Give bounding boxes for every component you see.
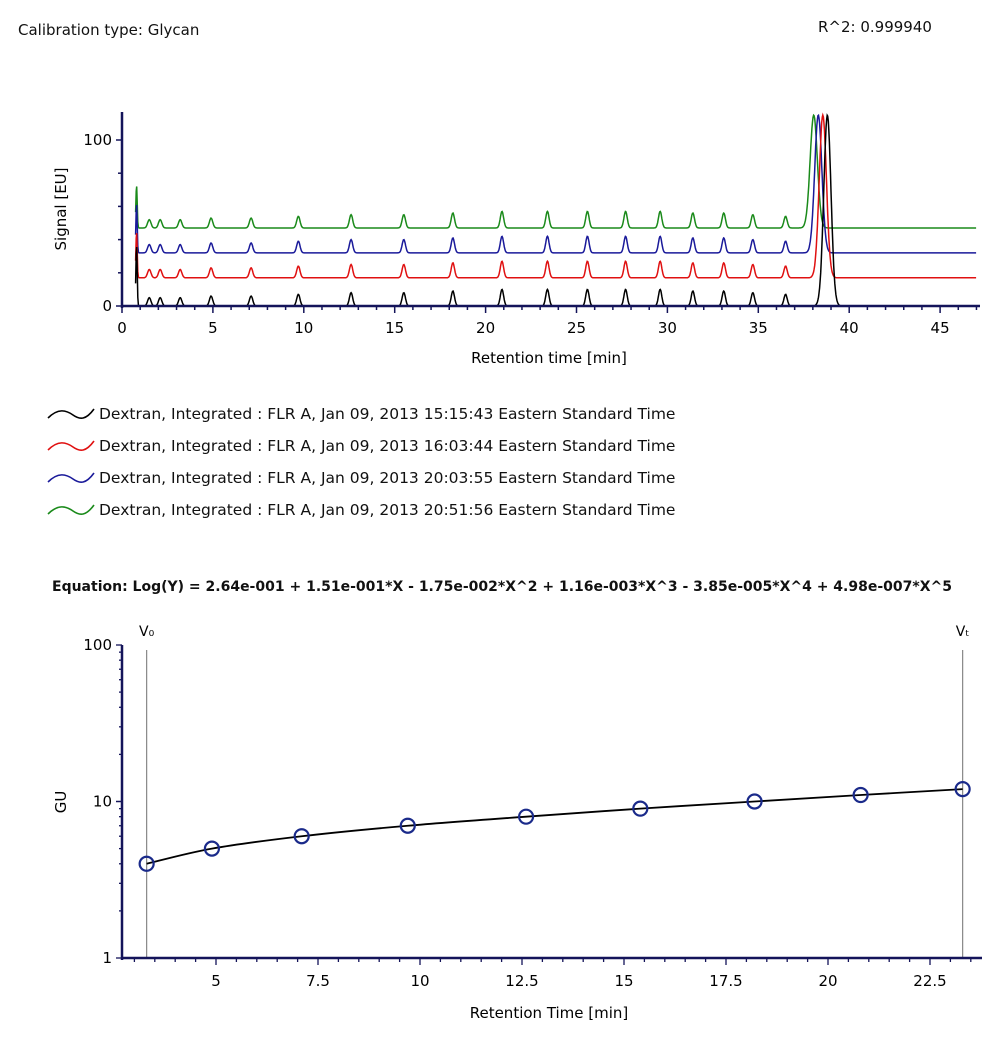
y-tick-label: 0 <box>102 297 112 315</box>
x-tick-label: 25 <box>567 319 586 337</box>
x-tick-label: 7.5 <box>306 972 330 990</box>
bottom-x-label: Retention Time [min] <box>470 1004 629 1022</box>
trace-line <box>134 113 977 254</box>
legend-label: Dextran, Integrated : FLR A, Jan 09, 201… <box>99 405 676 423</box>
x-tick-label: 45 <box>931 319 950 337</box>
bottom-y-label: GU <box>52 791 70 814</box>
y-tick-label: 1 <box>102 949 112 967</box>
data-point <box>138 855 155 872</box>
marker-label: V₀ <box>139 624 155 640</box>
x-tick-label: 10 <box>294 319 313 337</box>
x-tick-label: 22.5 <box>913 972 946 990</box>
calibration-type: Calibration type: Glycan <box>18 21 200 39</box>
legend: Dextran, Integrated : FLR A, Jan 09, 201… <box>46 398 675 526</box>
x-tick-label: 35 <box>749 319 768 337</box>
wave-icon <box>47 440 95 451</box>
data-point <box>399 817 416 834</box>
data-point <box>954 781 971 798</box>
legend-label: Dextran, Integrated : FLR A, Jan 09, 201… <box>99 469 676 487</box>
wave-icon <box>47 472 95 483</box>
x-tick-label: 12.5 <box>505 972 538 990</box>
x-tick-label: 30 <box>658 319 677 337</box>
top-y-label: Signal [EU] <box>52 167 70 250</box>
x-tick-label: 10 <box>410 972 429 990</box>
legend-item: Dextran, Integrated : FLR A, Jan 09, 201… <box>46 430 675 462</box>
y-tick-label: 100 <box>83 131 112 149</box>
data-point <box>517 808 535 825</box>
x-tick-label: 17.5 <box>709 972 742 990</box>
data-point <box>852 786 869 804</box>
x-tick-label: 0 <box>117 319 127 337</box>
y-tick-label: 100 <box>83 636 112 654</box>
x-tick-label: 20 <box>476 319 495 337</box>
x-tick-label: 40 <box>840 319 859 337</box>
trace-line <box>134 112 977 279</box>
y-tick-label: 10 <box>93 793 112 811</box>
legend-item: Dextran, Integrated : FLR A, Jan 09, 201… <box>46 398 675 430</box>
legend-item: Dextran, Integrated : FLR A, Jan 09, 201… <box>46 462 675 494</box>
x-tick-label: 5 <box>211 972 221 990</box>
data-point <box>632 800 649 817</box>
marker-label: Vₜ <box>956 624 970 640</box>
trace-line <box>134 113 977 229</box>
r-squared: R^2: 0.999940 <box>818 18 932 36</box>
legend-item: Dextran, Integrated : FLR A, Jan 09, 201… <box>46 494 675 526</box>
top-x-label: Retention time [min] <box>471 349 627 367</box>
x-tick-label: 20 <box>818 972 837 990</box>
data-point <box>746 793 763 810</box>
data-point <box>203 840 221 857</box>
x-tick-label: 5 <box>208 319 218 337</box>
legend-label: Dextran, Integrated : FLR A, Jan 09, 201… <box>99 437 676 455</box>
wave-icon <box>47 408 95 419</box>
equation: Equation: Log(Y) = 2.64e-001 + 1.51e-001… <box>52 579 952 595</box>
data-point <box>293 828 310 845</box>
legend-label: Dextran, Integrated : FLR A, Jan 09, 201… <box>99 501 676 519</box>
x-tick-label: 15 <box>614 972 633 990</box>
x-tick-label: 15 <box>385 319 404 337</box>
wave-icon <box>47 504 95 515</box>
fit-curve <box>146 788 963 865</box>
